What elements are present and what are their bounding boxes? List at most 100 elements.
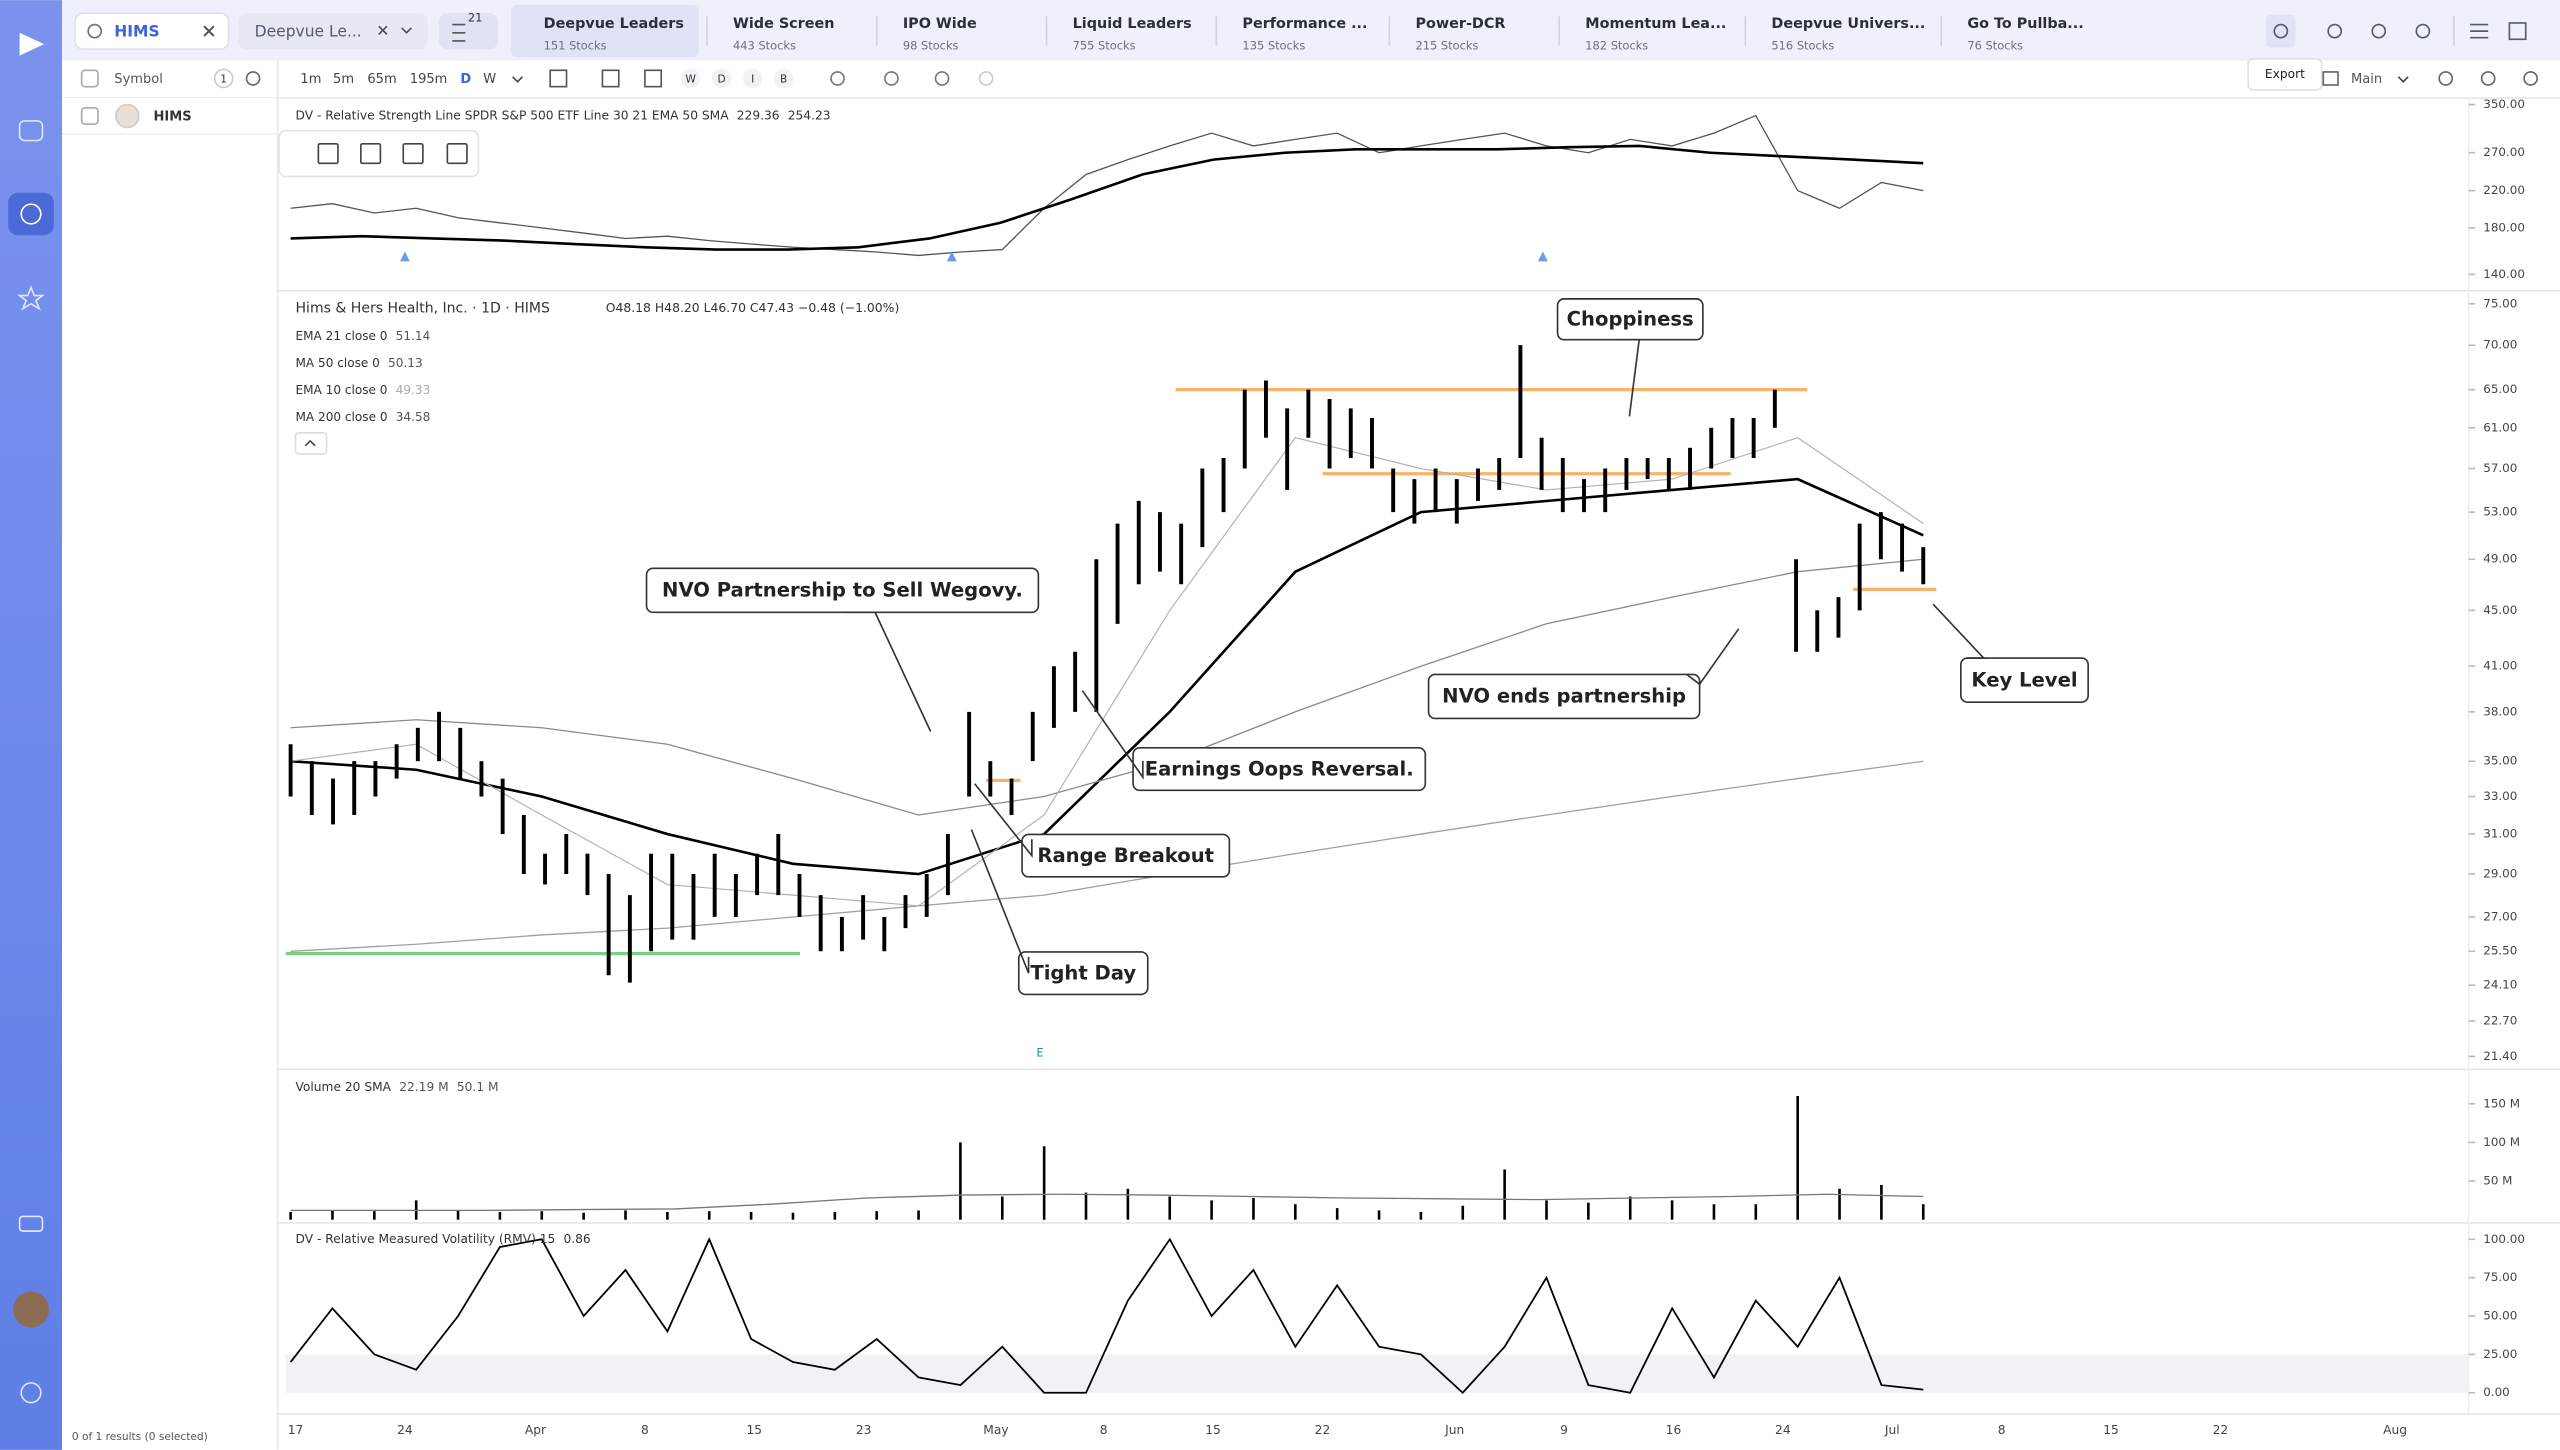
logo <box>115 103 140 129</box>
tab-count[interactable]: 182 Stocks <box>1585 38 1648 52</box>
drawing-tool[interactable] <box>402 142 424 165</box>
watchlist-symbol[interactable]: HIMS <box>153 109 191 124</box>
annotation: Range Breakout <box>1037 844 1214 867</box>
tool-icon[interactable] <box>830 71 845 86</box>
grid-icon[interactable] <box>2508 22 2527 41</box>
toggle-button[interactable] <box>680 68 701 89</box>
toggle-label[interactable]: D <box>718 72 726 85</box>
tab-count[interactable]: 76 Stocks <box>1967 38 2023 52</box>
folder-icon[interactable] <box>2322 71 2339 86</box>
tab-name[interactable]: Deepvue Univers... <box>1771 16 1925 32</box>
callout-box <box>1960 657 2089 703</box>
y-tick-label: 35.00 <box>2483 754 2517 768</box>
toggle-button[interactable] <box>711 68 732 89</box>
x-tick-label: Jul <box>1884 1423 1900 1437</box>
interval-button[interactable]: 5m <box>333 72 354 87</box>
top-icon-button[interactable] <box>2266 14 2296 48</box>
search-box[interactable] <box>74 12 230 50</box>
drawing-tool[interactable] <box>446 142 468 165</box>
nav-icon[interactable] <box>17 285 45 311</box>
callout-box <box>645 567 1040 614</box>
tool-icon[interactable] <box>601 69 620 88</box>
watchlist-select[interactable] <box>238 13 428 50</box>
settings-icon[interactable] <box>245 71 261 86</box>
list-icon[interactable] <box>2470 23 2489 39</box>
toolbar-icon[interactable] <box>2480 71 2496 86</box>
tab-name[interactable]: Go To Pullba... <box>1967 16 2083 32</box>
tab-count[interactable]: 516 Stocks <box>1771 38 1834 52</box>
annotation: Earnings Oops Reversal. <box>1145 757 1414 780</box>
interval-button[interactable]: 195m <box>410 72 448 87</box>
tab-count[interactable]: 215 Stocks <box>1416 38 1479 52</box>
interval-button[interactable]: W <box>483 72 496 87</box>
tool-icon[interactable] <box>884 71 899 86</box>
y-tick-label: 41.00 <box>2483 659 2517 673</box>
tab-count[interactable]: 443 Stocks <box>733 38 796 52</box>
chevron[interactable] <box>512 76 524 83</box>
tab-name[interactable]: Performance ... <box>1242 16 1367 32</box>
tab-active[interactable] <box>511 5 699 58</box>
tool-icon[interactable] <box>644 69 663 88</box>
nav-icon[interactable] <box>18 120 44 142</box>
nav-icon[interactable] <box>20 203 42 225</box>
toolbar-icon[interactable] <box>2438 71 2454 86</box>
logo[interactable] <box>19 32 45 56</box>
nav-icon[interactable] <box>18 1215 44 1232</box>
tool-icon[interactable] <box>978 71 994 86</box>
tool-icon[interactable] <box>549 69 568 88</box>
top-icon <box>2273 23 2289 39</box>
x-tick-label: 15 <box>746 1423 762 1437</box>
tab-count[interactable]: 135 Stocks <box>1242 38 1305 52</box>
tool-icon[interactable] <box>934 71 950 86</box>
drawing-tool[interactable] <box>317 142 339 165</box>
tab-count[interactable]: 755 Stocks <box>1073 38 1136 52</box>
tab-name[interactable]: Deepvue Leaders <box>544 16 684 32</box>
rs-marker <box>1537 251 1548 262</box>
search-text[interactable]: HIMS <box>114 22 159 40</box>
tab-count[interactable]: 98 Stocks <box>903 38 959 52</box>
drawing-tool[interactable] <box>360 142 382 165</box>
toggle-label[interactable]: I <box>751 72 754 85</box>
tab-name[interactable]: Power-DCR <box>1416 16 1506 32</box>
tab-count[interactable]: 151 Stocks <box>544 38 607 52</box>
interval-button[interactable]: 1m <box>300 72 321 87</box>
y-tick-label: 65.00 <box>2483 382 2517 396</box>
tab-name[interactable]: Liquid Leaders <box>1073 16 1192 32</box>
x-tick-label: May <box>983 1423 1008 1437</box>
drawing-toolbar <box>278 129 480 178</box>
rs-marker <box>946 251 957 262</box>
tab-name[interactable]: Momentum Lea... <box>1585 16 1726 32</box>
interval-button[interactable]: 65m <box>367 72 396 87</box>
top-icon <box>2327 23 2343 39</box>
interval-button[interactable]: D <box>460 72 471 87</box>
checkbox[interactable] <box>80 107 99 126</box>
toggle-label[interactable]: W <box>685 72 696 85</box>
y-tick-label: 50.00 <box>2483 1309 2517 1323</box>
y-tick-label: 100 M <box>2483 1135 2520 1149</box>
annotation: NVO Partnership to Sell Wegovy. <box>662 579 1023 602</box>
search-icon <box>87 23 103 39</box>
collapse-button[interactable] <box>294 431 328 455</box>
watchlist-select-text[interactable]: Deepvue Le... <box>255 22 362 40</box>
toggle-button[interactable] <box>773 68 794 89</box>
nav-active[interactable] <box>8 192 54 236</box>
toggle-label[interactable]: B <box>780 72 787 85</box>
checkbox[interactable] <box>80 69 99 88</box>
avatar[interactable] <box>13 1291 49 1328</box>
help-icon[interactable] <box>20 1382 42 1404</box>
indicator-name: EMA 21 close 0 <box>296 329 388 343</box>
callout-box <box>1021 833 1231 878</box>
tab-name[interactable]: Wide Screen <box>733 16 834 32</box>
tab-name[interactable]: IPO Wide <box>903 16 977 32</box>
callout-pointer <box>1686 628 1740 686</box>
y-tick-label: 24.10 <box>2483 978 2517 992</box>
indicator-name: MA 50 close 0 <box>296 356 380 370</box>
toggle-button[interactable] <box>742 68 763 89</box>
layout-select[interactable]: Main <box>2351 72 2382 87</box>
symbol-count: 1 <box>220 72 227 85</box>
panel-title: Volume 20 SMA <box>296 1080 392 1094</box>
y-tick-label: 31.00 <box>2483 827 2517 841</box>
toolbar-icon[interactable] <box>2523 71 2538 86</box>
chevron[interactable] <box>2397 76 2409 83</box>
